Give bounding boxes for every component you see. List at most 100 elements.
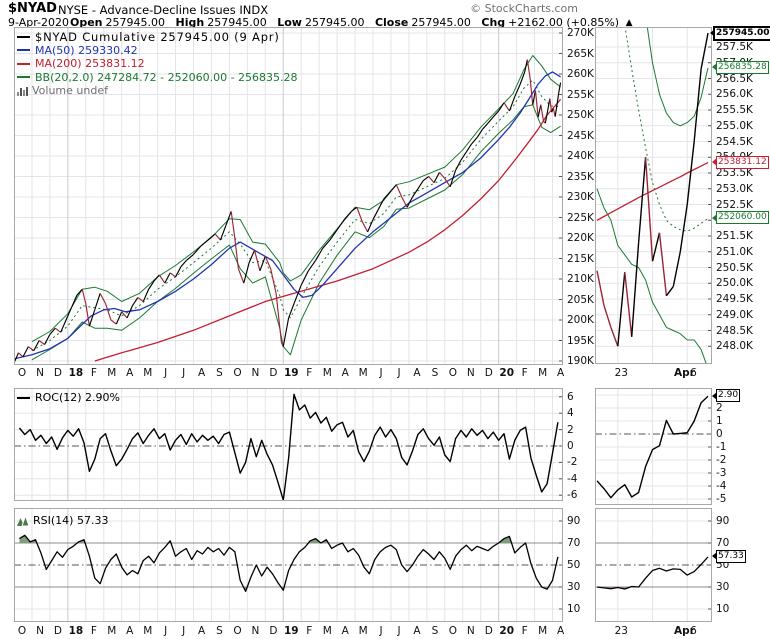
x-axis-label: O [448, 624, 458, 637]
x-axis-label: D [484, 366, 493, 379]
y-axis-label: 249.5K [716, 293, 753, 305]
y-axis-label: 90 [716, 515, 730, 527]
y-axis-label: 270K [567, 27, 594, 39]
price-value-callout: 253831.12 [712, 155, 769, 169]
y-axis-label: 10 [567, 603, 581, 615]
x-axis-label: M [107, 366, 117, 379]
y-axis-label: 255.0K [716, 119, 753, 132]
indicator-value-callout: 2.90 [711, 389, 741, 403]
y-axis-label: 225K [567, 211, 594, 224]
chart-title: NYSE - Advance-Decline Issues INDX [58, 3, 269, 17]
change-label: Chg [481, 16, 506, 29]
y-axis-label: 215K [567, 252, 594, 265]
y-axis-label: 254.5K [716, 135, 753, 148]
x-axis-label: A [341, 624, 349, 637]
copyright: © StockCharts.com [470, 2, 578, 15]
y-axis-label: -4 [567, 472, 578, 485]
price-value-callout: 252060.00 [712, 211, 769, 225]
x-axis-label: N [251, 624, 260, 637]
x-axis-label: O [233, 624, 242, 637]
y-axis-label: 2 [567, 423, 574, 436]
y-axis-label: 4 [567, 407, 574, 420]
y-axis-label: 0 [716, 428, 723, 440]
x-axis-label: Apr [674, 366, 695, 379]
y-axis-label: 253.0K [716, 182, 753, 195]
y-axis-label: 250K [567, 109, 594, 121]
x-axis-label: 19 [284, 624, 299, 637]
y-axis-label: 253.5K [716, 167, 753, 179]
y-axis-label: 70 [716, 537, 730, 549]
high-label: High [175, 16, 205, 29]
x-axis-label: O [17, 624, 27, 637]
y-axis-label: 251.0K [716, 245, 753, 258]
x-axis-label: M [322, 366, 332, 379]
x-axis-label: N [466, 624, 475, 637]
x-axis-label: A [126, 624, 134, 637]
x-axis-label: O [233, 366, 242, 379]
x-axis-label: J [182, 624, 186, 637]
y-axis-label: 249.0K [716, 308, 753, 321]
y-axis-label: 195K [567, 334, 594, 347]
y-axis-label: 210K [567, 273, 594, 285]
low-label: Low [277, 16, 302, 29]
change-up-arrow-icon: ▲ [625, 18, 633, 28]
y-axis-label: -4 [716, 480, 727, 492]
y-axis-label: 50 [567, 559, 581, 571]
indicator-value-callout: 57.33 [712, 549, 746, 563]
y-axis-label: 30 [567, 581, 581, 593]
y-axis-label: 250.5K [716, 261, 753, 274]
main-price-chart-canvas [14, 27, 563, 365]
y-axis-label: 30 [716, 581, 730, 593]
x-axis-label: F [306, 366, 313, 379]
low-value: 257945.00 [304, 16, 365, 29]
x-axis-label: F [521, 366, 528, 379]
x-axis-label: S [431, 366, 439, 379]
price-line-swatch-icon [17, 35, 30, 38]
y-axis-label: 256.0K [716, 88, 753, 101]
y-axis-label: 245K [567, 129, 594, 142]
x-axis-label: 6 [690, 624, 697, 637]
x-axis-label: S [216, 624, 223, 637]
y-axis-label: -6 [567, 489, 578, 502]
x-axis-label: 6 [690, 366, 697, 379]
y-axis-label: 252.5K [716, 198, 753, 211]
x-axis-label: 23 [614, 366, 628, 379]
x-axis-label: A [556, 624, 565, 637]
x-axis-label: M [322, 624, 332, 637]
roc-line-swatch-icon [17, 396, 30, 399]
close-value: 257945.00 [411, 16, 471, 29]
y-axis-label: 255K [567, 88, 594, 101]
x-axis-label: O [17, 366, 27, 379]
ma50-line-swatch-icon [17, 49, 30, 52]
x-axis-label: D [53, 624, 63, 637]
y-axis-label: 240K [567, 150, 594, 162]
ticker-symbol: $NYAD [8, 1, 57, 16]
bbands-line-swatch-icon [17, 76, 30, 79]
x-axis-label: 23 [614, 624, 628, 637]
x-axis-label: O [448, 366, 458, 379]
ma200-line-swatch-icon [17, 62, 30, 65]
legend-item-bbands: BB(20,2.0) 247284.72 - 252060.00 - 25683… [17, 71, 298, 85]
quote-summary: Open 257945.00 High 257945.00 Low 257945.00… [70, 16, 633, 29]
x-axis-label: J [164, 624, 168, 637]
x-axis-label: J [164, 366, 168, 379]
x-axis-label: D [53, 366, 63, 379]
x-axis-label: 18 [68, 366, 84, 379]
legend-item-ma50: MA(50) 259330.42 [17, 44, 298, 58]
x-axis-label: N [466, 366, 475, 379]
x-axis-label: M [107, 624, 117, 637]
y-axis-label: -1 [716, 441, 727, 453]
y-axis-label: 205K [567, 293, 594, 306]
x-axis-label: F [90, 366, 97, 379]
y-axis-label: 251.5K [716, 230, 753, 242]
x-axis-label: M [358, 366, 368, 379]
roc-legend: ROC(12) 2.90% [17, 391, 120, 404]
y-axis-label: -2 [716, 454, 727, 466]
zoom-price-chart-canvas [595, 27, 712, 364]
y-axis-label: -5 [716, 493, 727, 505]
y-axis-label: 70 [567, 537, 581, 549]
y-axis-label: 220K [567, 232, 594, 244]
x-axis-label: 18 [68, 624, 84, 637]
y-axis-label: 255.5K [716, 104, 753, 116]
x-axis-label: N [251, 366, 260, 379]
